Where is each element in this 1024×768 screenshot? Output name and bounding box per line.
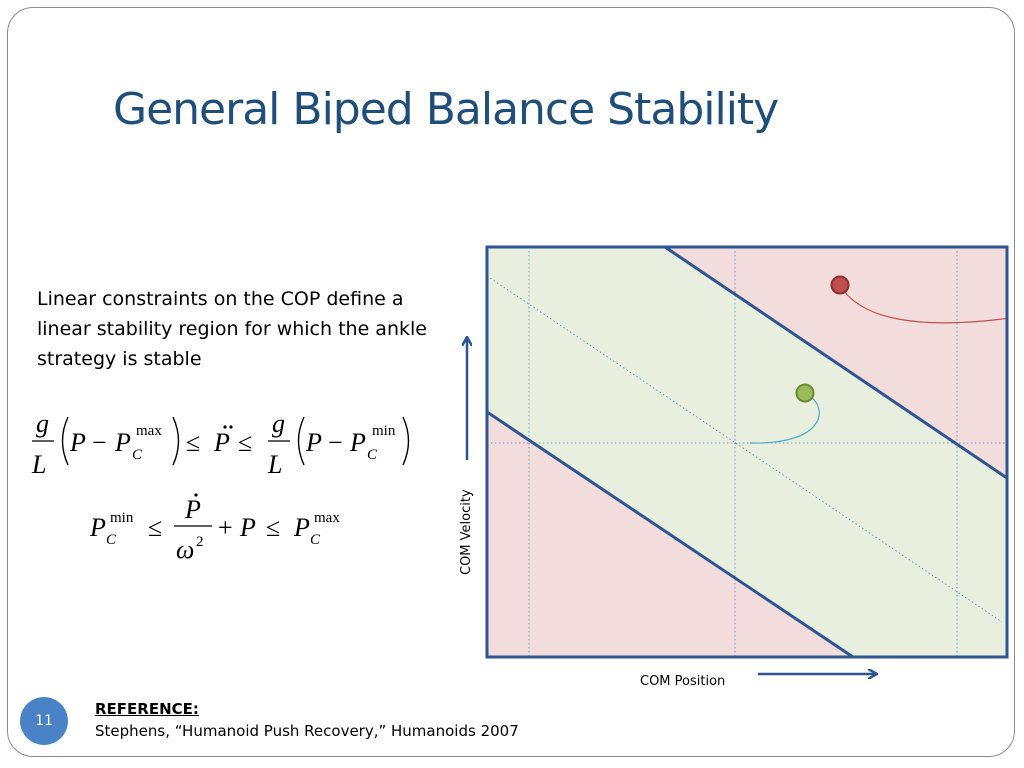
- eq2-leq-1: ≤: [148, 513, 162, 542]
- eq2-subscript-C-left: C: [106, 532, 117, 548]
- stability-region-diagram: [440, 245, 1009, 700]
- slide-title: General Biped Balance Stability: [113, 84, 779, 135]
- eq1-L-denominator-2: L: [267, 450, 282, 479]
- eq1-left-paren-2: [297, 416, 305, 466]
- eq1-P-4: P: [349, 428, 366, 457]
- lower-stability-boundary: [487, 410, 854, 657]
- plot-border: [485, 245, 1009, 659]
- eq1-ddot-1: [223, 425, 227, 429]
- eq1-superscript-min: min: [372, 423, 396, 439]
- diagonal-guide-line: [487, 275, 1003, 623]
- eq1-P-3: P: [305, 428, 322, 457]
- eq2-dot: [194, 493, 198, 497]
- x-axis-label: COM Position: [640, 674, 726, 689]
- eq1-P-ddot: P: [213, 428, 230, 457]
- eq1-right-paren-2: [402, 416, 410, 466]
- eq2-plus: +: [218, 513, 233, 542]
- eq1-superscript-max: max: [136, 423, 162, 439]
- y-axis-label: COM Velocity: [459, 489, 474, 575]
- eq1-subscript-C-2: C: [367, 447, 378, 463]
- page-number-badge: 11: [20, 697, 68, 745]
- eq2-subscript-C-right: C: [310, 532, 321, 548]
- eq2-P-mid: P: [239, 513, 256, 542]
- eq2-P-dot: P: [184, 495, 201, 524]
- eq2-omega: ω: [176, 535, 194, 564]
- eq1-ddot-2: [229, 425, 233, 429]
- eq1-L-denominator: L: [31, 450, 46, 479]
- equation-capture-point-bounds: P min C ≤ P ω 2 + P ≤ P max C: [88, 490, 388, 570]
- unstable-state-point: [830, 275, 850, 295]
- reference-citation: Stephens, “Humanoid Push Recovery,” Huma…: [95, 722, 519, 740]
- eq1-leq-2: ≤: [238, 428, 252, 457]
- eq1-leq-1: ≤: [186, 428, 200, 457]
- eq1-minus-1: −: [92, 428, 107, 457]
- eq1-right-paren-1: [172, 416, 180, 466]
- equation-cop-acceleration-bounds: g L P − P max C ≤ P ≤ g L P − P m: [31, 405, 432, 485]
- eq1-left-paren-1: [61, 416, 69, 466]
- unstable-trajectory: [839, 284, 1007, 324]
- eq2-superscript-min: min: [110, 510, 134, 526]
- eq2-superscript-max: max: [314, 510, 340, 526]
- reference-block: REFERENCE: Stephens, “Humanoid Push Reco…: [95, 699, 519, 743]
- eq2-P-left: P: [89, 513, 106, 542]
- eq2-P-right: P: [293, 513, 310, 542]
- stable-state-point: [795, 383, 815, 403]
- eq2-leq-2: ≤: [266, 513, 280, 542]
- eq1-g-numerator-2: g: [272, 409, 285, 438]
- reference-heading: REFERENCE:: [95, 700, 199, 718]
- upper-stability-boundary: [664, 247, 1007, 480]
- eq2-superscript-2: 2: [196, 534, 204, 550]
- eq1-g-numerator: g: [36, 409, 49, 438]
- page-number: 11: [35, 713, 53, 729]
- eq1-P-2: P: [114, 428, 131, 457]
- eq1-subscript-C-1: C: [132, 447, 143, 463]
- body-text: Linear constraints on the COP define a l…: [37, 288, 427, 370]
- eq1-P-1: P: [69, 428, 86, 457]
- eq1-minus-2: −: [328, 428, 343, 457]
- stable-region: [487, 247, 1007, 657]
